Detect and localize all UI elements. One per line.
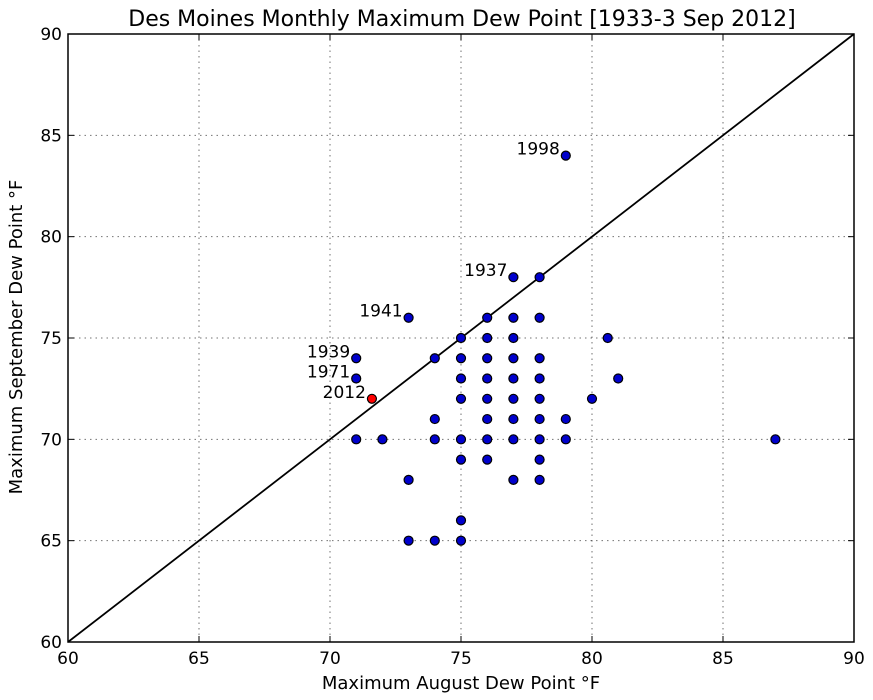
data-point <box>508 393 519 404</box>
data-point <box>508 272 519 283</box>
data-point <box>560 434 571 445</box>
data-point <box>534 474 545 485</box>
data-point <box>455 535 467 546</box>
x-tick-label: 90 <box>843 649 865 669</box>
chart-title: Des Moines Monthly Maximum Dew Point [19… <box>128 7 796 32</box>
x-tick-label: 60 <box>57 649 79 669</box>
data-point <box>429 535 440 546</box>
data-point <box>351 434 362 445</box>
year-annotation: 1998 <box>517 140 560 160</box>
data-points <box>351 150 781 546</box>
data-point <box>482 434 493 445</box>
data-point <box>586 393 598 404</box>
data-point <box>560 413 571 425</box>
data-point <box>508 474 519 485</box>
y-tick-label: 65 <box>40 532 62 552</box>
data-point <box>534 353 545 364</box>
x-tick-label: 75 <box>450 649 472 669</box>
y-tick-label: 75 <box>40 329 62 349</box>
y-tick-label: 60 <box>40 633 62 653</box>
year-annotation: 1971 <box>307 363 350 383</box>
data-point <box>403 312 414 323</box>
data-point <box>482 332 493 344</box>
data-point <box>429 413 440 425</box>
data-point <box>482 454 493 465</box>
x-tick-label: 80 <box>581 649 603 669</box>
data-point <box>429 353 440 364</box>
data-point <box>534 454 545 465</box>
year-annotation: 2012 <box>323 383 366 403</box>
data-point <box>534 393 545 404</box>
data-point <box>455 353 467 364</box>
data-point <box>534 272 545 283</box>
x-tick-label: 65 <box>188 649 210 669</box>
data-point <box>482 312 493 323</box>
y-tick-label: 70 <box>40 430 62 450</box>
data-point <box>455 454 467 465</box>
y-axis-ticks: 60 65 70 75 80 85 90 <box>40 25 854 653</box>
data-point <box>534 312 545 323</box>
y-tick-label: 85 <box>40 126 62 146</box>
data-point <box>508 353 519 364</box>
data-point <box>403 535 414 546</box>
data-point <box>534 373 545 384</box>
data-point <box>613 373 624 384</box>
year-annotation: 1941 <box>359 302 402 322</box>
data-point <box>534 434 545 445</box>
data-point <box>455 393 467 404</box>
data-point <box>508 332 519 344</box>
data-point <box>482 413 493 425</box>
data-point <box>508 373 519 384</box>
data-point <box>482 353 493 364</box>
y-tick-label: 90 <box>40 25 62 45</box>
data-point <box>482 373 493 384</box>
data-point <box>508 434 519 445</box>
data-point <box>455 373 467 384</box>
y-tick-label: 80 <box>40 228 62 248</box>
data-point <box>482 393 493 404</box>
data-point <box>508 413 519 425</box>
data-point <box>560 150 571 161</box>
data-point <box>377 434 388 445</box>
data-point <box>455 434 467 445</box>
data-point <box>403 474 414 485</box>
x-tick-label: 70 <box>319 649 341 669</box>
data-point <box>508 312 519 323</box>
x-tick-label: 85 <box>712 649 734 669</box>
data-point <box>534 413 545 425</box>
year-annotation: 1939 <box>307 342 350 362</box>
data-point <box>602 332 613 344</box>
y-axis-label: Maximum September Dew Point °F <box>6 180 27 495</box>
data-point <box>455 332 467 344</box>
data-point <box>351 373 362 384</box>
year-annotation: 1937 <box>464 261 507 281</box>
data-point <box>351 353 362 364</box>
data-point <box>366 393 378 404</box>
data-point <box>770 434 781 445</box>
x-axis-ticks: 60 65 70 75 80 85 90 <box>57 34 865 669</box>
x-axis-label: Maximum August Dew Point °F <box>322 673 600 694</box>
data-point <box>429 434 440 445</box>
data-point <box>455 515 467 526</box>
